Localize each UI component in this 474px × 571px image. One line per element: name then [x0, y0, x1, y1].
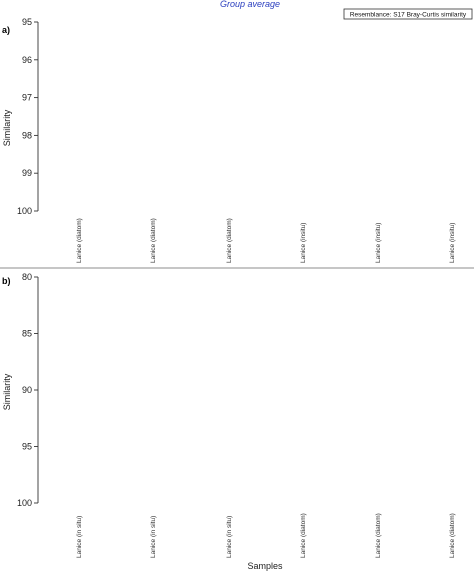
dendrogram-panel-b: b) Similarity 80 85 90 95 100 Lanice (in sit… [2, 272, 456, 558]
resemblance-legend-box [343, 8, 473, 20]
panel-b-leaf-label: Lanice (diatom) [449, 513, 456, 558]
panel-a-y-tick-label: 100 [17, 206, 32, 216]
figure-title: Group average [220, 0, 280, 9]
panel-b-y-tick-label: 85 [22, 329, 32, 339]
panel-b-leaf-label: Lanice (diatom) [300, 513, 307, 558]
panel-a-leaf-label: Lanice (insitu) [375, 223, 382, 263]
panel-b-y-tick-label: 90 [22, 385, 32, 395]
panel-a-leaf-labels: Lanice (diatom) Lanice (diatom) Lanice (di… [76, 218, 456, 263]
dendrogram-panel-a: a) Similarity 95 96 97 98 99 100 Lanice (diat… [2, 17, 456, 263]
panel-a-leaf-label: Lanice (insitu) [449, 223, 456, 263]
panel-b-leaf-label: Lanice (in situ) [76, 516, 83, 558]
panel-a-y-tick-label: 95 [22, 17, 32, 27]
panel-b-y-axis-title: Similarity [2, 373, 12, 410]
panel-a-y-tick-label: 97 [22, 93, 32, 103]
panel-b-y-tick-label: 80 [22, 272, 32, 282]
x-axis-title: Samples [247, 561, 283, 571]
panel-a-leaf-label: Lanice (diatom) [76, 218, 83, 263]
panel-b-leaf-label: Lanice (in situ) [226, 516, 233, 558]
resemblance-legend: Resemblance: S17 Bray-Curtis similarity [343, 8, 473, 20]
resemblance-legend-text: Resemblance: S17 Bray-Curtis similarity [350, 12, 467, 19]
panel-a-y-tick-label: 99 [22, 168, 32, 178]
panel-b-y-tick-label: 100 [17, 498, 32, 508]
panel-b-tag: b) [2, 276, 11, 286]
panel-b-y-tick-label: 95 [22, 442, 32, 452]
panel-a-y-axis-title: Similarity [2, 109, 12, 146]
panel-a-tag: a) [2, 25, 10, 35]
panel-a-y-tick-label: 96 [22, 55, 32, 65]
panel-b-leaf-label: Lanice (diatom) [375, 513, 382, 558]
panel-a-y-tick-label: 98 [22, 130, 32, 140]
panel-a-y-axis: 95 96 97 98 99 100 [17, 17, 39, 216]
panel-a-leaf-label: Lanice (diatom) [150, 218, 157, 263]
panel-b-leaf-labels: Lanice (in situ) Lanice (in situ) Lanice (… [76, 513, 456, 558]
panel-b-y-axis: 80 85 90 95 100 [17, 272, 39, 508]
panel-a-leaf-label: Lanice (insitu) [300, 223, 307, 263]
panel-b-leaf-label: Lanice (in situ) [150, 516, 157, 558]
panel-a-leaf-label: Lanice (diatom) [226, 218, 233, 263]
